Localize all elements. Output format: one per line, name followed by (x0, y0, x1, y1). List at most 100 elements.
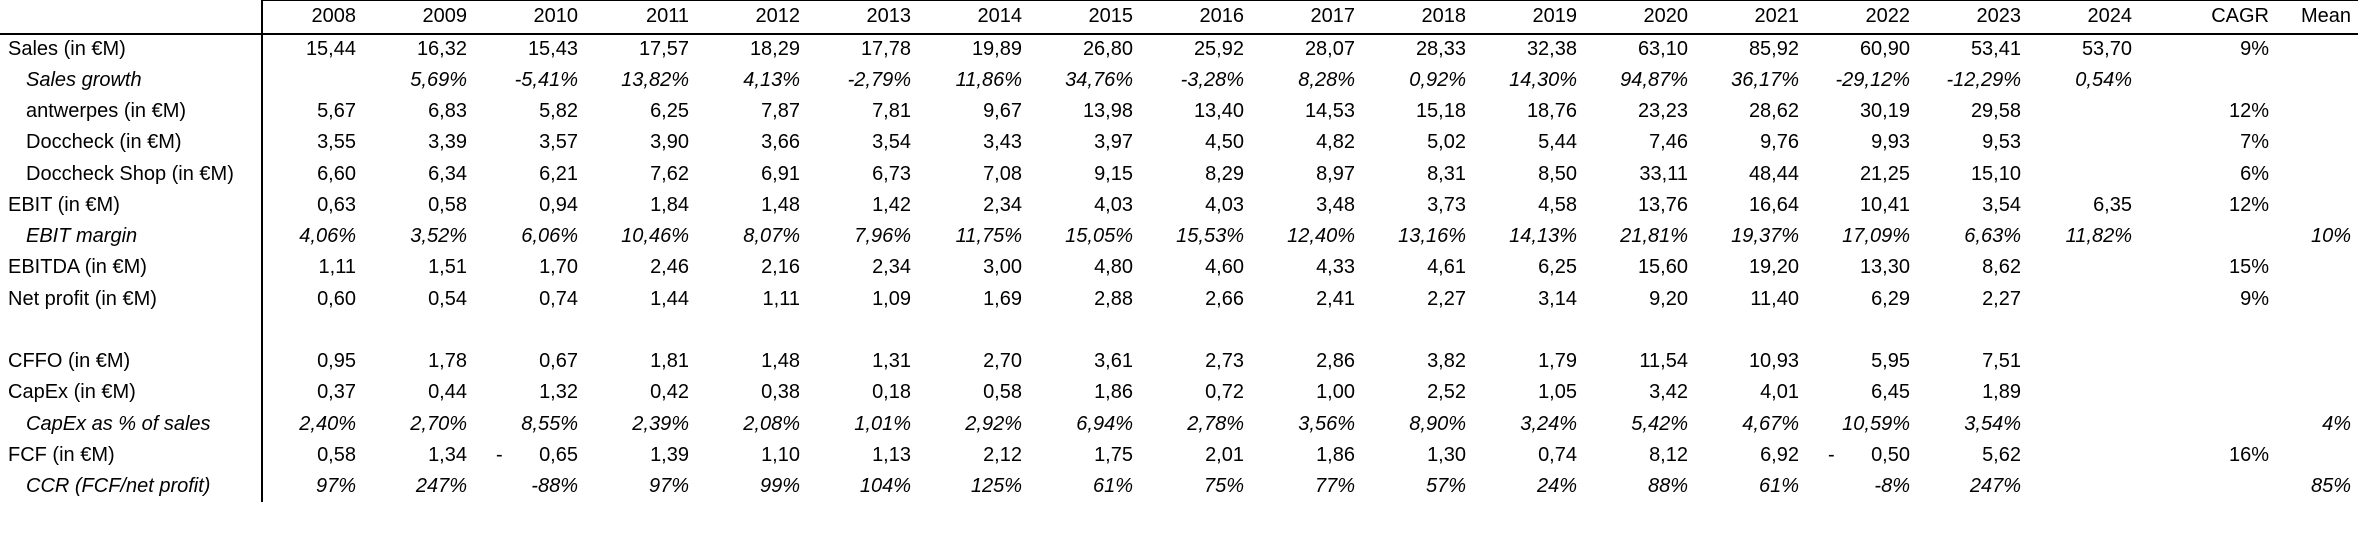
cell[interactable]: 6,25 (1538, 256, 1577, 279)
cell[interactable]: 0,54% (2075, 68, 2132, 91)
cell[interactable]: 11,82% (2065, 225, 2132, 248)
cell[interactable]: 7,08 (983, 162, 1022, 185)
row-label[interactable]: Sales growth (26, 68, 142, 91)
cell[interactable]: 247% (1969, 475, 2021, 498)
cell[interactable]: 2,70% (410, 412, 467, 435)
cell[interactable]: 3,73 (1427, 193, 1466, 216)
cell[interactable]: 1,75 (1094, 443, 1133, 466)
cell[interactable]: 6,21 (539, 162, 578, 185)
row-label[interactable]: Net profit (in €M) (8, 287, 157, 310)
cell[interactable] (1483, 315, 1594, 346)
cell[interactable]: 3,61 (1094, 350, 1133, 373)
cell[interactable]: 247% (415, 475, 467, 498)
row-label[interactable] (0, 315, 262, 346)
cell[interactable]: 104% (859, 475, 911, 498)
cell[interactable]: 6,29 (1871, 287, 1910, 310)
cell[interactable]: 0,44 (428, 381, 467, 404)
cell[interactable]: 8,07% (743, 225, 800, 248)
cell[interactable]: 48,44 (1748, 162, 1799, 185)
cell[interactable]: 2,34 (983, 193, 1022, 216)
row-label[interactable]: CapEx as % of sales (26, 412, 211, 435)
cell[interactable]: 2,52 (1427, 381, 1466, 404)
cell[interactable]: 1,51 (428, 256, 467, 279)
cell[interactable]: 19,37% (1731, 225, 1799, 248)
cell[interactable]: 0,58 (261, 439, 373, 471)
column-header[interactable]: 2017 (1261, 0, 1372, 35)
cell[interactable]: 3,57 (539, 131, 578, 154)
cell[interactable]: 28,33 (1415, 38, 1466, 61)
cell[interactable]: 28,07 (1304, 38, 1355, 61)
cell[interactable]: 15,43 (527, 38, 578, 61)
cell[interactable]: 24% (1536, 475, 1577, 498)
cell[interactable]: 18,76 (1526, 100, 1577, 123)
cell[interactable]: 16% (2228, 443, 2269, 466)
cell[interactable] (2038, 159, 2149, 190)
cell[interactable]: 0,92% (1409, 68, 1466, 91)
cell[interactable]: 1,00 (1316, 381, 1355, 404)
cell[interactable]: 13,76 (1637, 193, 1688, 216)
column-header[interactable]: 2024 (2038, 0, 2149, 35)
cell[interactable]: 23,23 (1637, 100, 1688, 123)
cell[interactable]: 0,38 (761, 381, 800, 404)
cell[interactable]: 0,74 (1538, 443, 1577, 466)
cell[interactable]: 125% (970, 475, 1022, 498)
cell[interactable]: 9,53 (1982, 131, 2021, 154)
cell[interactable]: -88% (531, 475, 578, 498)
cell[interactable]: 9,20 (1649, 287, 1688, 310)
column-header[interactable]: Mean (2274, 0, 2358, 35)
cell[interactable] (2038, 284, 2149, 315)
cell[interactable]: 3,24% (1520, 412, 1577, 435)
column-header[interactable]: 2013 (817, 0, 928, 35)
row-label[interactable]: CCR (FCF/net profit) (26, 475, 211, 498)
cell[interactable] (2274, 377, 2358, 408)
cell[interactable]: -2,79% (847, 68, 911, 91)
cell[interactable] (2149, 65, 2274, 96)
cell[interactable]: 4,01 (1760, 381, 1799, 404)
cell[interactable]: 7,62 (650, 162, 689, 185)
cell[interactable] (261, 314, 373, 346)
cell[interactable]: 15,10 (1970, 162, 2021, 185)
cell[interactable]: 9,67 (983, 100, 1022, 123)
cell[interactable]: 8,62 (1982, 256, 2021, 279)
cell[interactable]: 15,18 (1415, 100, 1466, 123)
column-header[interactable]: 2023 (1927, 0, 2038, 35)
cell[interactable] (2274, 34, 2358, 65)
cell[interactable]: 2,34 (872, 256, 911, 279)
cell[interactable]: 5,44 (1538, 131, 1577, 154)
row-label[interactable]: Doccheck Shop (in €M) (26, 162, 234, 185)
cell[interactable]: 3,55 (261, 127, 373, 159)
cell[interactable]: 17,78 (860, 38, 911, 61)
cell[interactable]: 5,95 (1871, 350, 1910, 373)
cell[interactable]: 85% (2310, 475, 2351, 498)
cell[interactable]: 3,90 (650, 131, 689, 154)
column-header[interactable]: 2015 (1039, 0, 1150, 35)
cell[interactable]: 0,54 (428, 287, 467, 310)
cell[interactable]: 61% (1758, 475, 1799, 498)
cell[interactable]: 10% (2310, 225, 2351, 248)
cell[interactable]: 75% (1203, 475, 1244, 498)
row-label[interactable]: antwerpes (in €M) (26, 100, 187, 123)
cell[interactable]: 5,02 (1427, 131, 1466, 154)
cell[interactable]: 13,16% (1398, 225, 1466, 248)
cell[interactable]: 9% (2240, 287, 2269, 310)
cell[interactable]: 15,60 (1637, 256, 1688, 279)
cell[interactable]: 17,09% (1842, 225, 1910, 248)
cell[interactable] (261, 64, 373, 96)
cell[interactable]: 12,40% (1287, 225, 1355, 248)
column-header[interactable]: CAGR (2149, 0, 2274, 35)
cell[interactable]: 2,73 (1205, 350, 1244, 373)
cell[interactable]: 21,25 (1859, 162, 1910, 185)
cell[interactable]: 34,76% (1065, 68, 1133, 91)
cell[interactable]: 1,89 (1982, 381, 2021, 404)
cell[interactable]: 1,10 (761, 443, 800, 466)
row-label[interactable]: Sales (in €M) (8, 38, 126, 61)
cell[interactable]: 13,82% (621, 68, 689, 91)
cell[interactable]: 5,62 (1982, 443, 2021, 466)
cell[interactable]: -29,12% (1835, 68, 1911, 91)
cell[interactable] (2038, 346, 2149, 377)
cell[interactable] (928, 315, 1039, 346)
cell[interactable] (2038, 315, 2149, 346)
cell[interactable]: 3,97 (1094, 131, 1133, 154)
cell[interactable]: 2,39% (632, 412, 689, 435)
cell[interactable] (2038, 409, 2149, 440)
